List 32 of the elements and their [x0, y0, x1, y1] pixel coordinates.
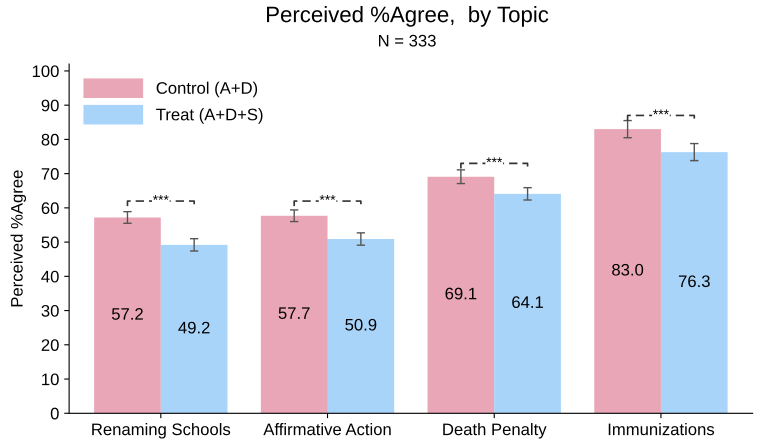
chart-subtitle: N = 333	[378, 34, 436, 47]
y-tick-label: 10	[42, 373, 59, 386]
x-tick-label: Affirmative Action	[263, 422, 391, 436]
annotation: ***	[152, 195, 169, 200]
y-tick-label: 50	[42, 236, 59, 248]
annotation: ***	[486, 157, 502, 162]
x-tick-label: Immunizations	[608, 422, 714, 436]
chart-title: Perceived %Agree, by Topic	[267, 6, 548, 27]
y-tick-label: 30	[41, 304, 59, 317]
data-label: 76.3	[678, 275, 710, 288]
y-tick-label: 80	[42, 134, 59, 146]
data-label: 50.9	[345, 318, 376, 331]
legend-label: Treat (A+D+S)	[156, 108, 262, 124]
y-tick-label: 60	[42, 202, 59, 214]
data-label: 69.1	[446, 288, 476, 300]
data-label: 83.0	[612, 264, 644, 276]
x-tick-label: Death Penalty	[443, 422, 547, 439]
y-tick-label: 40	[41, 270, 59, 283]
y-tick-label: 0	[50, 408, 59, 420]
data-label: 64.1	[512, 296, 543, 308]
y-tick-label: 20	[42, 339, 59, 352]
data-label: 57.2	[112, 308, 143, 320]
data-label: 49.2	[178, 322, 210, 334]
y-tick-label: 100	[32, 65, 59, 78]
y-axis-title: Perceived %Agree	[10, 170, 26, 306]
y-tick-label: 90	[42, 100, 59, 112]
data-label: 57.7	[278, 307, 310, 319]
y-tick-label: 70	[42, 168, 59, 180]
legend-label: Control (A+D)	[156, 82, 258, 98]
x-tick-label: Renaming Schools	[92, 422, 230, 439]
annotation: ***	[653, 109, 669, 114]
annotation: ***	[320, 195, 336, 200]
